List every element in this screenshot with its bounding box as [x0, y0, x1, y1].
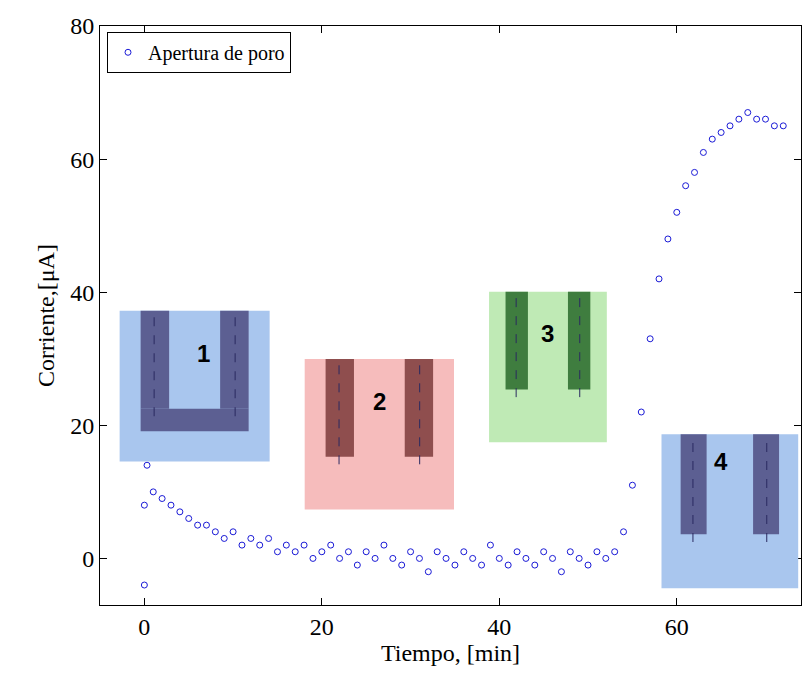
svg-text:60: 60: [665, 614, 689, 640]
svg-text:80: 80: [70, 13, 94, 39]
svg-text:40: 40: [70, 280, 94, 306]
svg-text:Apertura de poro: Apertura de poro: [148, 42, 285, 65]
svg-text:40: 40: [487, 614, 511, 640]
svg-text:0: 0: [138, 614, 150, 640]
svg-text:Corriente,[μA]: Corriente,[μA]: [33, 244, 59, 387]
svg-text:20: 20: [310, 614, 334, 640]
svg-text:4: 4: [714, 448, 728, 475]
svg-text:0: 0: [82, 546, 94, 572]
svg-text:Tiempo, [min]: Tiempo, [min]: [381, 640, 520, 666]
svg-text:3: 3: [541, 320, 554, 347]
svg-text:20: 20: [70, 413, 94, 439]
svg-text:2: 2: [373, 388, 386, 415]
svg-text:1: 1: [197, 340, 210, 367]
svg-text:60: 60: [70, 147, 94, 173]
